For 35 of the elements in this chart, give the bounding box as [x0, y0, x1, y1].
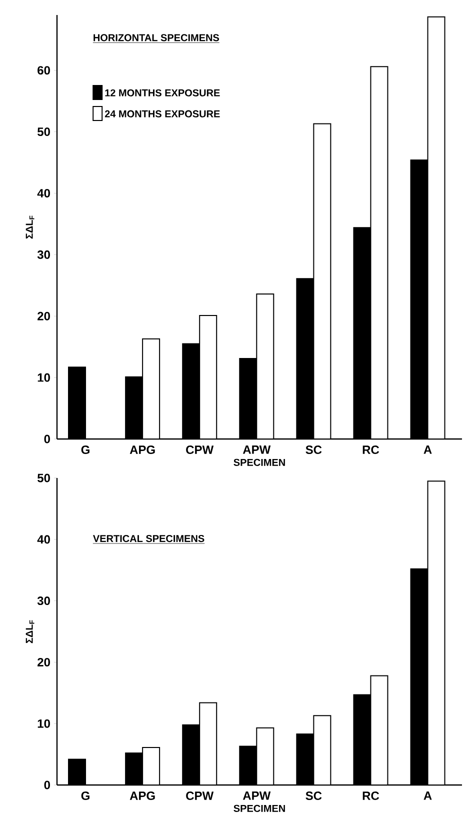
y-tick-label: 20 — [38, 312, 50, 320]
x-tick-label: APW — [242, 446, 271, 454]
x-tick-label: CPW — [186, 446, 214, 454]
y-tick-label: 50 — [37, 128, 50, 136]
x-tick-label: APG — [130, 446, 155, 454]
y-tick-label: 0 — [44, 780, 50, 790]
y-tick-label: 10 — [38, 719, 50, 728]
x-tick-label: G — [81, 792, 90, 800]
y-tick-label: 10 — [38, 373, 50, 382]
x-axis-title: SPECIMEN — [234, 458, 285, 466]
x-tick-label: RC — [362, 446, 380, 454]
text: HORIZONTAL SPECIMENS — [94, 34, 220, 42]
text: VERTICAL SPECIMENS — [92, 535, 204, 542]
x-tick-label: CPW — [186, 792, 214, 800]
y-axis-title: ΣΔL$_{F}$ — [26, 216, 34, 239]
x-tick-label: SC — [306, 792, 322, 800]
y-tick-label: 30 — [37, 250, 50, 259]
x-tick-label: APW — [242, 792, 271, 800]
legend-label: 12 MONTHS EXPOSURE — [105, 89, 220, 96]
x-tick-label: A — [424, 792, 432, 800]
y-tick-label: 60 — [38, 66, 50, 75]
y-tick-label: 0 — [44, 434, 50, 444]
y-tick-label: 40 — [37, 188, 50, 198]
y-tick-label: 20 — [38, 658, 50, 666]
legend-label: 24 MONTHS EXPOSURE — [104, 110, 220, 118]
y-tick-label: 50 — [37, 474, 50, 482]
y-axis-title: ΣΔL$_{F}$ — [26, 620, 34, 644]
x-tick-label: RC — [362, 792, 380, 800]
x-tick-label: APG — [130, 792, 155, 800]
x-axis-title: SPECIMEN — [234, 804, 285, 812]
x-tick-label: A — [424, 446, 432, 454]
y-tick-label: 40 — [37, 535, 50, 544]
x-tick-label: SC — [306, 446, 322, 454]
x-tick-label: G — [81, 446, 90, 454]
y-tick-label: 30 — [37, 596, 50, 606]
